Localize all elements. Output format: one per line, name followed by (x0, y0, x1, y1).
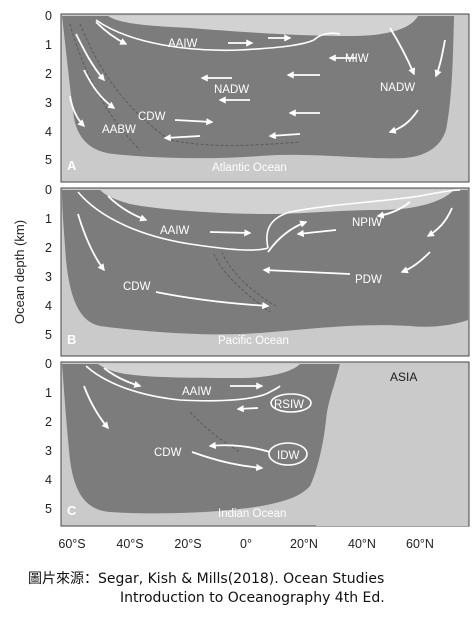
svg-text:2: 2 (45, 241, 52, 255)
water-label-npiw: NPIW (352, 217, 382, 229)
ocean-name-indian: Indian Ocean (218, 508, 286, 520)
svg-text:1: 1 (45, 386, 52, 400)
water-label-nadw-1: NADW (214, 84, 249, 96)
water-label-rsiw: RSIW (274, 399, 304, 411)
svg-text:0: 0 (45, 357, 52, 371)
panel-a: AAIW MIW NADW NADW CDW AABW A Atlantic O… (60, 13, 470, 183)
svg-text:20°N: 20°N (290, 537, 318, 551)
svg-text:1: 1 (45, 212, 52, 226)
latitude-axis: 60°S 40°S 20°S 0° 20°N 40°N 60°N (58, 537, 434, 551)
svg-text:40°S: 40°S (116, 537, 143, 551)
svg-text:0°: 0° (240, 537, 252, 551)
atlantic-surface-layer (108, 16, 418, 36)
atlantic-flow-arrows (69, 21, 446, 142)
y-axis-label: Ocean depth (km) (12, 220, 27, 324)
water-label-cdw-atlantic: CDW (138, 111, 166, 123)
credit-line-1: 圖片來源：Segar, Kish & Mills(2018). Ocean St… (28, 571, 385, 587)
atlantic-basin (62, 16, 454, 159)
depth-axis-ticks-a: 0 1 2 3 4 5 (45, 9, 52, 167)
ocean-name-pacific: Pacific Ocean (218, 335, 289, 347)
svg-text:2: 2 (45, 415, 52, 429)
water-label-aaiw-indian: AAIW (182, 386, 212, 398)
svg-text:1: 1 (45, 38, 52, 52)
panel-b: AAIW NPIW CDW PDW B Pacific Ocean (60, 187, 470, 357)
svg-text:3: 3 (45, 270, 52, 284)
svg-text:5: 5 (45, 502, 52, 516)
water-label-aaiw-pacific: AAIW (160, 225, 190, 237)
svg-text:3: 3 (45, 444, 52, 458)
image-credit: 圖片來源：Segar, Kish & Mills(2018). Ocean St… (28, 570, 385, 608)
svg-text:40°N: 40°N (348, 537, 376, 551)
credit-line-2: Introduction to Oceanography 4th Ed. (120, 590, 385, 606)
asia-land (316, 364, 468, 526)
svg-text:0: 0 (45, 9, 52, 23)
svg-text:4: 4 (45, 125, 52, 139)
svg-text:0: 0 (45, 183, 52, 197)
ocean-name-atlantic: Atlantic Ocean (212, 162, 287, 174)
depth-axis-ticks-c: 0 1 2 3 4 5 (45, 357, 52, 516)
svg-text:2: 2 (45, 67, 52, 81)
water-label-miw: MIW (345, 53, 369, 65)
water-label-nadw-2: NADW (380, 82, 415, 94)
water-label-pdw: PDW (355, 274, 382, 286)
panel-letter-c: C (67, 503, 77, 518)
svg-text:5: 5 (45, 153, 52, 167)
water-label-aabw: AABW (102, 124, 136, 136)
svg-text:4: 4 (45, 473, 52, 487)
indian-flow-arrows (83, 367, 271, 472)
svg-text:4: 4 (45, 299, 52, 313)
pacific-surface-layer (100, 190, 454, 214)
svg-text:60°N: 60°N (406, 537, 434, 551)
water-label-idw: IDW (277, 450, 300, 462)
water-label-cdw-indian: CDW (154, 447, 182, 459)
panel-c: AAIW RSIW CDW IDW ASIA C Indian Ocean (60, 361, 470, 527)
water-label-cdw-pacific: CDW (123, 281, 151, 293)
svg-text:3: 3 (45, 96, 52, 110)
indian-surface-layer (98, 364, 300, 378)
pacific-basin (62, 190, 468, 335)
svg-text:5: 5 (45, 328, 52, 342)
panel-letter-a: A (67, 158, 77, 173)
panel-letter-b: B (67, 332, 76, 347)
svg-text:20°S: 20°S (174, 537, 201, 551)
land-label-asia: ASIA (390, 370, 417, 384)
water-label-aaiw-atlantic: AAIW (168, 38, 198, 50)
svg-text:60°S: 60°S (58, 537, 85, 551)
pacific-flow-arrows (77, 195, 453, 310)
depth-axis-ticks-b: 0 1 2 3 4 5 (45, 183, 52, 342)
